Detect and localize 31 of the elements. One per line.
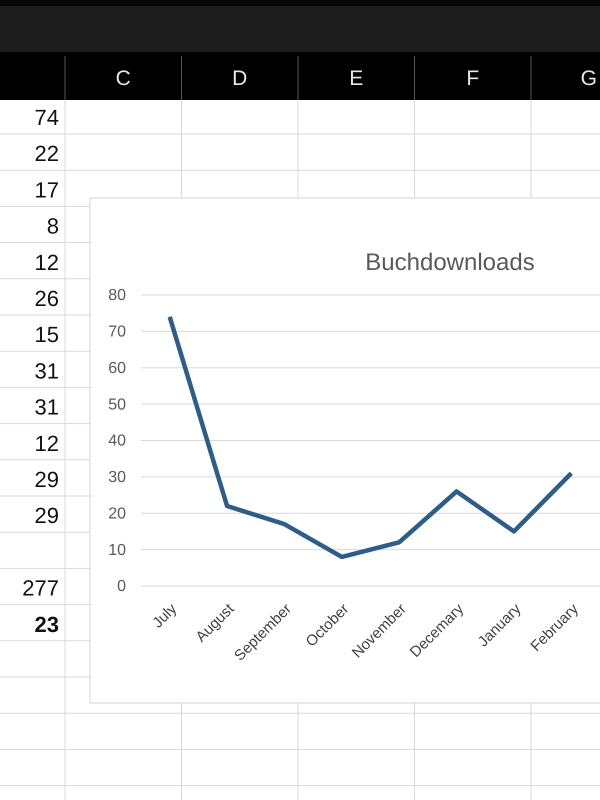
y-tick-label: 10 <box>108 542 126 559</box>
text: 12 <box>34 430 59 456</box>
y-tick-label: 80 <box>108 287 126 304</box>
text: 8 <box>46 213 59 238</box>
text: 26 <box>34 286 59 310</box>
y-tick-label: 30 <box>108 468 126 486</box>
text: 31 <box>34 394 59 420</box>
x-tick-label: July <box>149 600 181 632</box>
y-tick-label: 70 <box>108 323 126 340</box>
y-tick-label: 0 <box>117 578 126 596</box>
text: 29 <box>34 502 59 528</box>
y-tick-label: 40 <box>108 432 126 450</box>
line-series <box>167 314 574 560</box>
y-tick-label: 20 <box>108 505 126 522</box>
text: 22 <box>34 140 59 166</box>
y-tick-label: 50 <box>108 396 126 414</box>
y-tick-label: 60 <box>108 360 126 377</box>
chart-title: Buchdownloads <box>365 248 535 276</box>
category-label: C <box>116 66 131 90</box>
text: 12 <box>34 249 59 274</box>
text: 15 <box>34 322 59 347</box>
category-label: F <box>466 66 480 90</box>
text: 277 <box>22 575 59 600</box>
category-label: G <box>580 66 597 90</box>
category-label: D <box>232 66 248 90</box>
category-label: E <box>349 66 364 90</box>
text: 31 <box>34 358 59 383</box>
text: 17 <box>34 176 59 202</box>
text: 74 <box>34 104 59 130</box>
text: 23 <box>34 611 59 636</box>
text: 29 <box>34 466 59 492</box>
